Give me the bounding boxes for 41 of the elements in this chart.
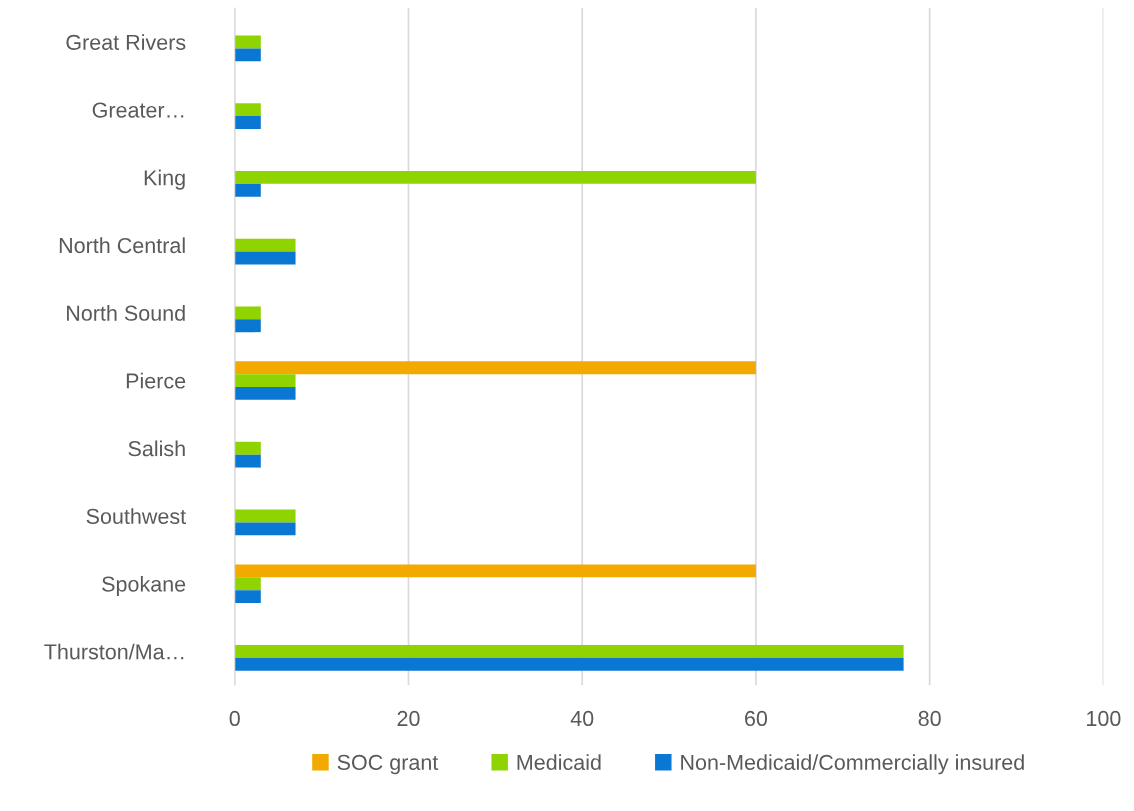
bar xyxy=(234,319,261,333)
bar xyxy=(234,441,261,455)
bar xyxy=(234,183,261,197)
y-tick-label: Pierce xyxy=(126,372,186,389)
y-tick-label: Greater… xyxy=(92,102,184,118)
bar xyxy=(234,48,261,62)
x-tick-label: 40 xyxy=(570,710,594,727)
y-tick-label: Southwest xyxy=(86,508,186,525)
bar xyxy=(234,577,261,591)
legend-label: Non-Medicaid/Commercially insured xyxy=(681,754,1024,775)
bar xyxy=(234,522,296,536)
bar xyxy=(234,251,296,265)
legend-label: SOC grant xyxy=(337,754,439,775)
bar xyxy=(234,170,756,184)
x-tick-label: 20 xyxy=(397,710,420,727)
x-tick-label: 100 xyxy=(1087,710,1121,727)
bar xyxy=(234,454,261,468)
bar xyxy=(234,564,756,578)
y-tick-label: Salish xyxy=(128,440,185,457)
bar xyxy=(234,306,261,320)
bar xyxy=(234,103,261,117)
x-tick-label: 80 xyxy=(918,710,941,727)
bar xyxy=(234,35,261,49)
bar xyxy=(234,657,904,671)
y-tick-label: Great Rivers xyxy=(66,34,186,50)
bar xyxy=(234,374,296,387)
bar xyxy=(234,645,904,658)
bar xyxy=(234,509,296,523)
legend-label: Medicaid xyxy=(517,754,601,771)
x-tick-label: 60 xyxy=(745,710,768,727)
x-tick-label: 0 xyxy=(229,710,240,727)
bar xyxy=(234,238,296,252)
y-tick-label: Thurston/Ma… xyxy=(44,643,184,660)
bar xyxy=(234,387,296,400)
y-tick-label: King xyxy=(144,169,185,190)
bar xyxy=(234,590,261,604)
y-tick-label: North Central xyxy=(59,237,185,254)
bar xyxy=(234,116,261,129)
y-tick-label: Spokane xyxy=(102,575,186,596)
y-tick-label: North Sound xyxy=(67,305,185,321)
bar xyxy=(234,361,756,375)
